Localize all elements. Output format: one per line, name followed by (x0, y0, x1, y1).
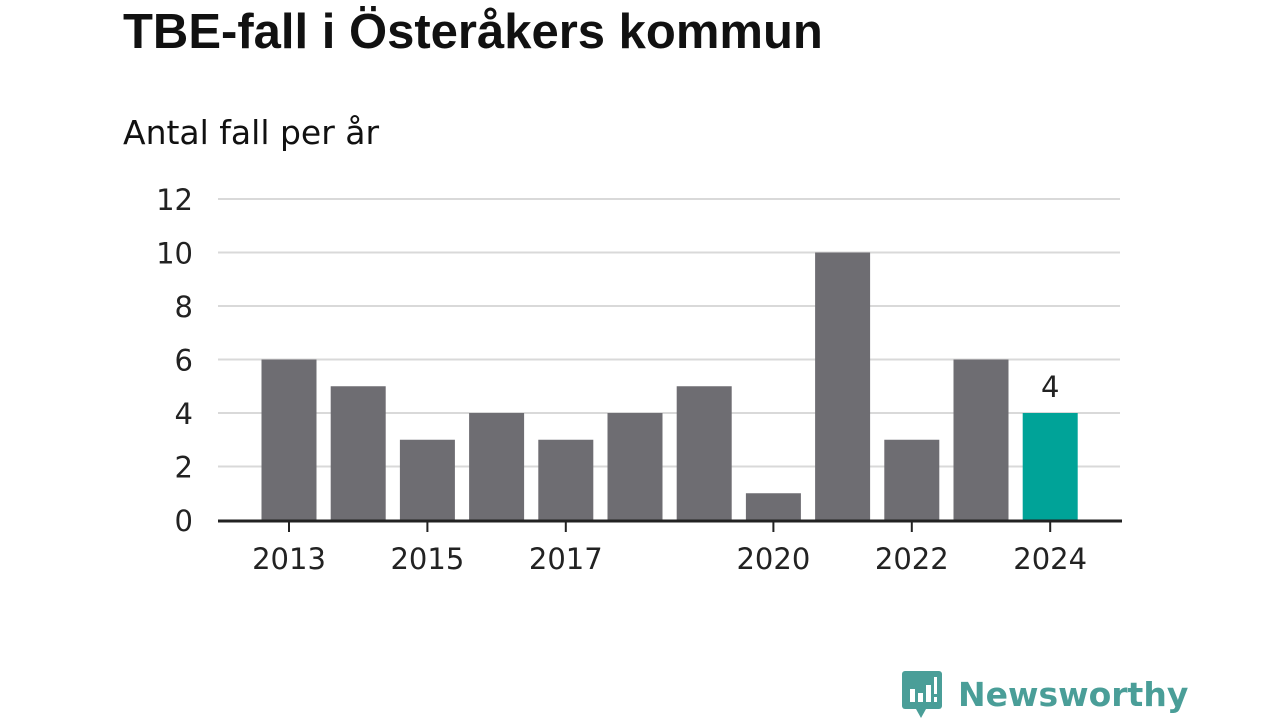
bar-2015 (399, 439, 455, 520)
bar-2024 (1022, 413, 1078, 520)
bar-2021 (815, 252, 871, 520)
bar-2022 (884, 439, 940, 520)
bar-2013 (261, 359, 317, 520)
bar-2016 (469, 413, 525, 520)
y-tick-label: 0 (175, 504, 193, 538)
x-tick-label: 2024 (1013, 542, 1087, 576)
bar-2019 (676, 386, 732, 520)
x-tick-label: 2020 (736, 542, 810, 576)
x-tick-label: 2015 (390, 542, 464, 576)
y-tick-label: 2 (175, 451, 193, 485)
newsworthy-brand: Newsworthy (902, 668, 1188, 720)
y-tick-label: 8 (175, 290, 193, 324)
brand-name: Newsworthy (958, 674, 1189, 714)
x-tick-label: 2022 (875, 542, 949, 576)
y-tick-label: 10 (156, 237, 193, 271)
bar-2020 (745, 493, 801, 520)
newsworthy-logo-icon (902, 671, 942, 718)
y-tick-label: 12 (156, 183, 193, 217)
bar-2018 (607, 413, 663, 520)
chart-subtitle: Antal fall per år (123, 113, 380, 152)
y-tick-label: 4 (175, 397, 193, 431)
bar-2017 (538, 439, 594, 520)
bar-2014 (330, 386, 386, 520)
chart-title: TBE-fall i Österåkers kommun (123, 5, 823, 59)
bar-2023 (953, 359, 1009, 520)
data-label: 4 (1041, 370, 1059, 404)
x-tick-label: 2013 (252, 542, 326, 576)
x-tick-label: 2017 (529, 542, 603, 576)
y-tick-label: 6 (175, 344, 193, 378)
